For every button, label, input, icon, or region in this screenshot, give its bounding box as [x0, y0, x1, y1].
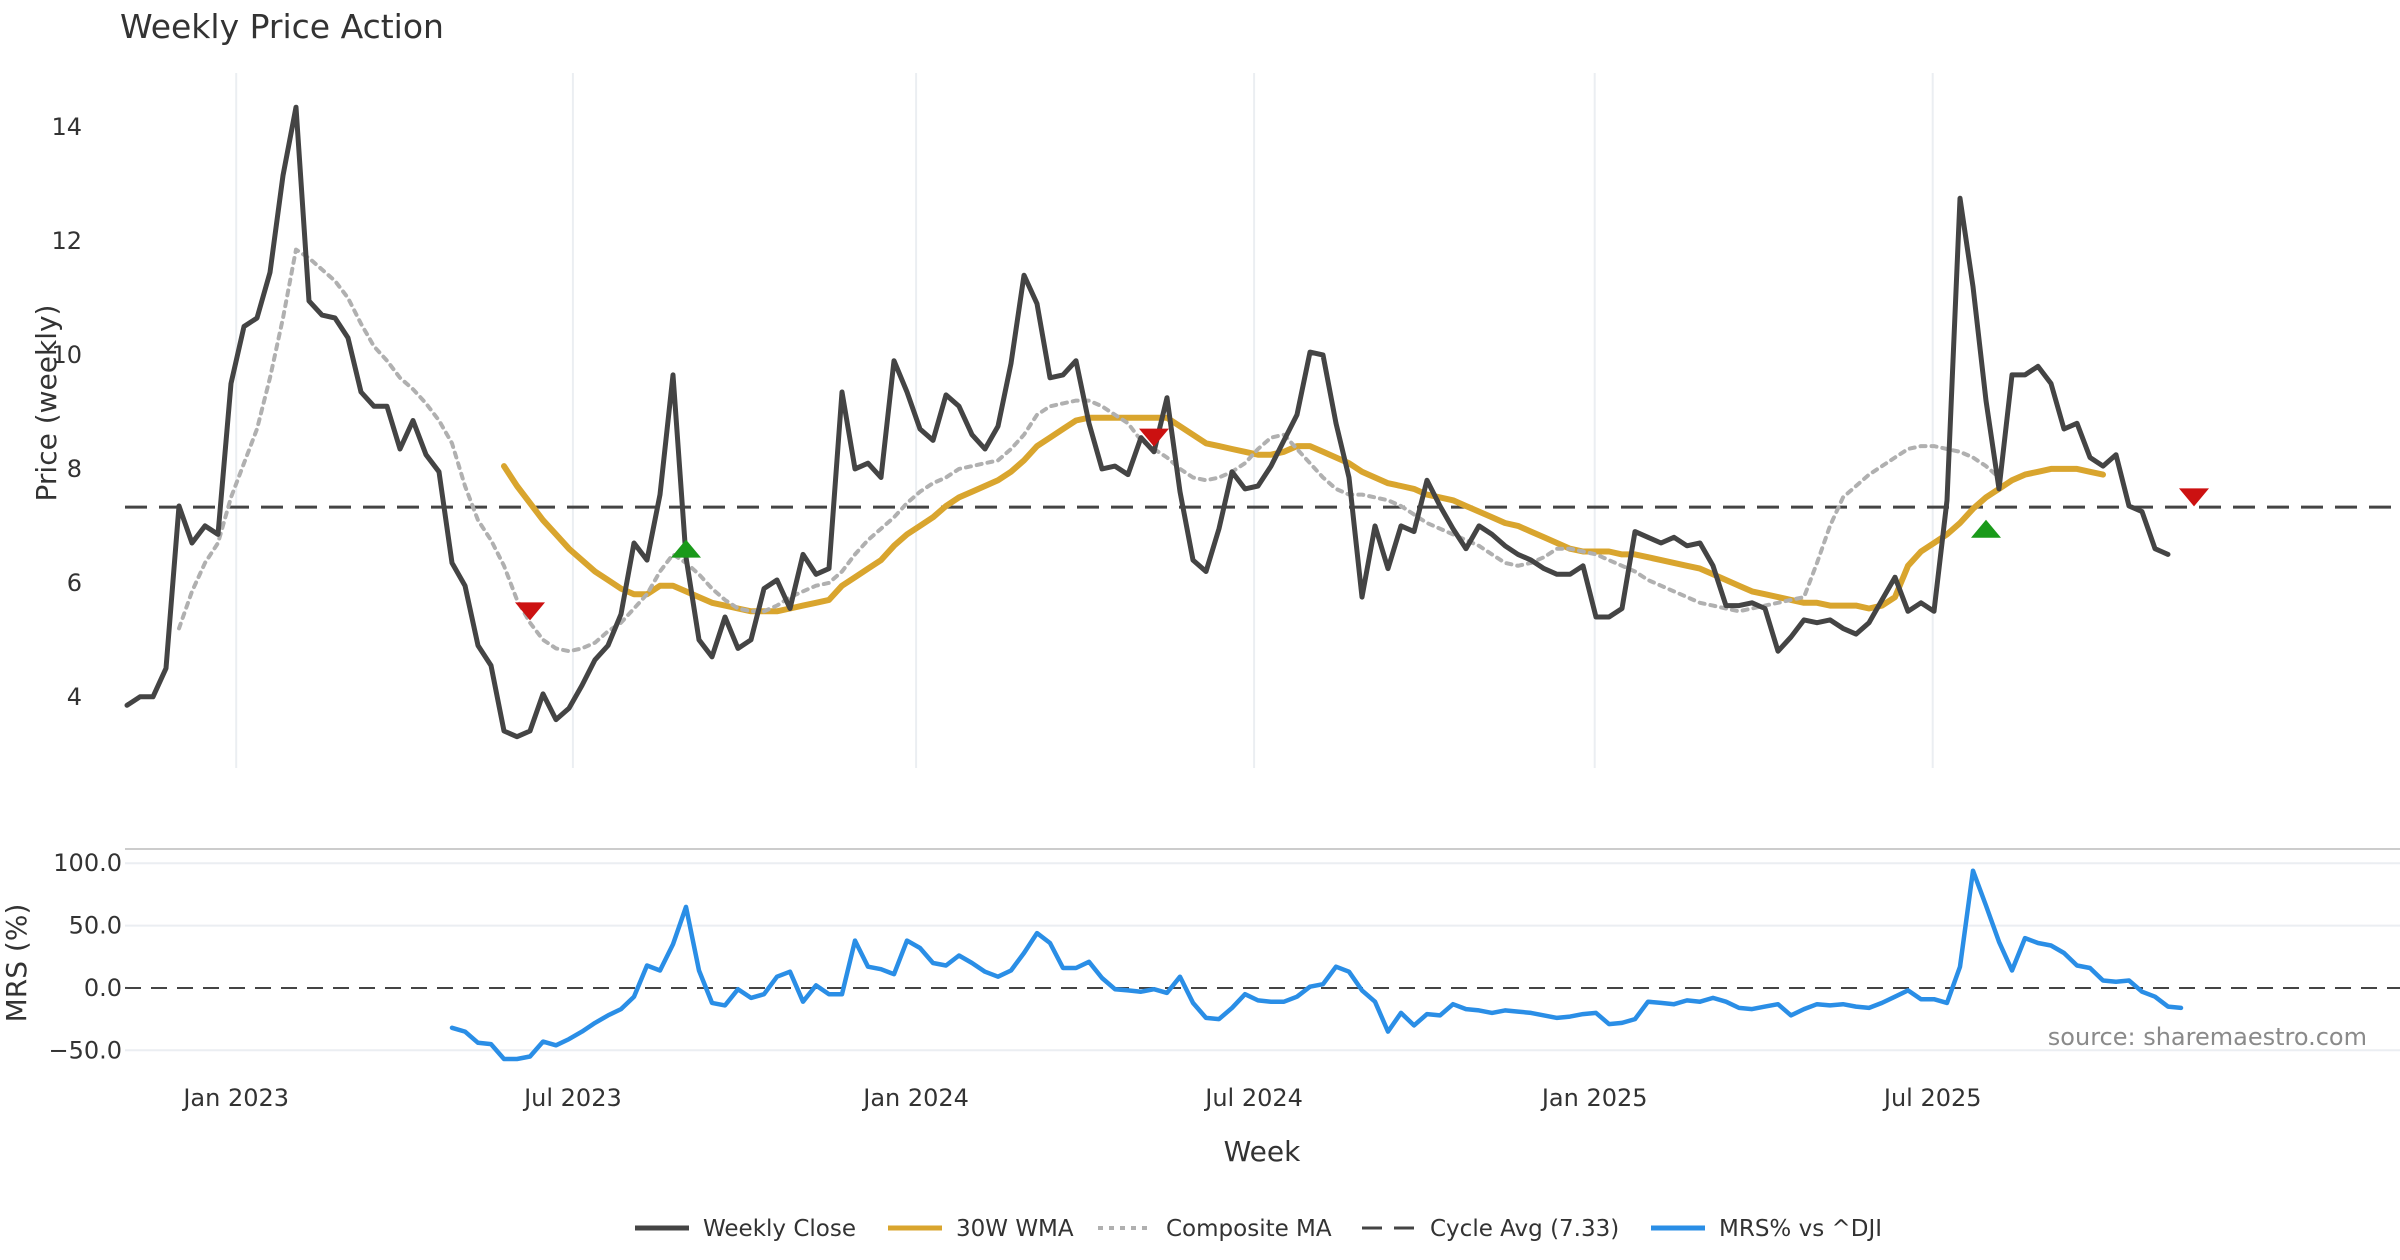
legend-label-3: Cycle Avg (7.33): [1430, 1216, 1619, 1242]
mrs-ytick-1: 50.0: [69, 912, 122, 940]
price-ytick-14: 14: [51, 113, 82, 141]
price-ytick-6: 6: [67, 569, 82, 597]
buy-signal-3: [1971, 519, 2001, 538]
price-ytick-8: 8: [67, 455, 82, 483]
price-ytick-10: 10: [51, 341, 82, 369]
legend: Weekly Close 30W WMA Composite MA Cycle Avg…: [635, 1216, 1882, 1242]
legend-item-2: Composite MA: [1098, 1216, 1332, 1242]
price-ytick-12: 12: [51, 227, 82, 255]
legend-item-1: 30W WMA: [888, 1216, 1074, 1242]
price-y-axis-label: Price (weekly): [30, 305, 63, 502]
x-tick-5: Jul 2025: [1882, 1084, 1982, 1112]
legend-item-0: Weekly Close: [635, 1216, 856, 1242]
chart-title: Weekly Price Action: [120, 7, 444, 46]
legend-item-3: Cycle Avg (7.33): [1362, 1216, 1619, 1242]
series-weekly-close: [124, 104, 2171, 740]
mrs-series: [449, 868, 2184, 1062]
buy-signal-1: [671, 539, 701, 558]
signal-markers: [515, 428, 2209, 621]
series-mrs-vs-dji: [449, 868, 2184, 1062]
legend-label-0: Weekly Close: [703, 1216, 856, 1242]
price-panel: 4 6 8 10 12 14 Price (weekly): [30, 73, 2400, 768]
x-tick-1: Jul 2023: [522, 1084, 622, 1112]
mrs-ytick-0: 100.0: [53, 849, 122, 877]
x-axis-label: Week: [1224, 1135, 1301, 1168]
legend-label-1: 30W WMA: [956, 1216, 1074, 1242]
mrs-ytick-2: 0.0: [84, 974, 122, 1002]
sell-signal-0: [515, 602, 545, 621]
mrs-panel: 100.0 50.0 0.0 −50.0 MRS (%) source: sharem…: [0, 848, 2400, 1064]
mrs-ytick-3: −50.0: [48, 1036, 122, 1064]
x-tick-4: Jan 2025: [1540, 1084, 1648, 1112]
legend-label-2: Composite MA: [1166, 1216, 1332, 1242]
mrs-gridlines: [125, 862, 2400, 1052]
x-tick-0: Jan 2023: [181, 1084, 289, 1112]
source-annotation: source: sharemaestro.com: [2048, 1023, 2367, 1051]
mrs-y-ticks: 100.0 50.0 0.0 −50.0: [48, 849, 122, 1064]
price-y-ticks: 4 6 8 10 12 14: [51, 113, 82, 711]
legend-item-4: MRS% vs ^DJI: [1651, 1216, 1882, 1242]
x-tick-2: Jan 2024: [861, 1084, 969, 1112]
x-axis-ticks: Jan 2023 Jul 2023 Jan 2024 Jul 2024 Jan 2025…: [181, 1084, 1981, 1112]
sell-signal-4: [2179, 488, 2209, 507]
price-series: [124, 104, 2171, 740]
series-composite-ma: [177, 247, 2001, 654]
series-30w-wma: [501, 414, 2106, 615]
legend-label-4: MRS% vs ^DJI: [1719, 1216, 1882, 1242]
sell-signal-2: [1139, 428, 1169, 447]
mrs-y-axis-label: MRS (%): [0, 904, 33, 1023]
price-ytick-4: 4: [67, 683, 82, 711]
x-tick-3: Jul 2024: [1203, 1084, 1303, 1112]
